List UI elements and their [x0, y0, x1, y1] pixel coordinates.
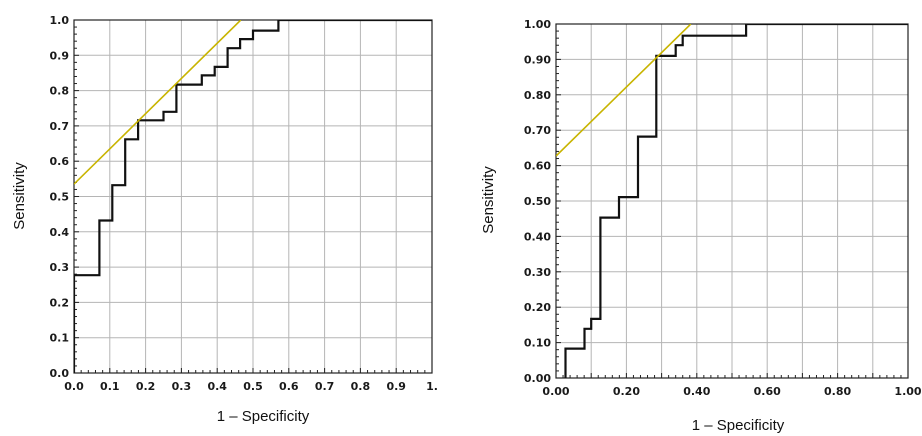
- y-axis-label: Sensitivity: [11, 162, 28, 230]
- roc-chart-2: 0.00 0.10 0.20 0.30 0.40 0.50 0.60 0.70 0.80 0.90…: [480, 18, 922, 434]
- x-tick-label: 0.4: [207, 380, 227, 393]
- x-axis-label: 1 – Specificity: [217, 408, 310, 425]
- y-tick-label: 0.90: [524, 53, 551, 66]
- y-tick-label: 0.60: [524, 160, 551, 173]
- x-tick-label: 0.80: [824, 385, 851, 398]
- x-tick-label: 0.9: [386, 380, 406, 393]
- reference-line: [556, 24, 692, 157]
- plot-frame: [555, 23, 909, 379]
- y-tick-label: 0.3: [50, 261, 70, 274]
- roc-curve: [74, 20, 432, 373]
- y-tick-label: 0.00: [524, 372, 551, 385]
- x-tick-label: 0.8: [351, 380, 371, 393]
- x-tick-label: 0.5: [243, 380, 263, 393]
- x-tick-label: 0.0: [64, 380, 84, 393]
- y-tick-label: 0.2: [50, 296, 70, 309]
- y-axis-label: Sensitivity: [480, 166, 497, 234]
- y-tick-label: 0.30: [524, 266, 551, 279]
- y-tick-label: 0.50: [524, 195, 551, 208]
- y-tick-label: 0.1: [50, 332, 70, 345]
- y-tick-label: 0.8: [50, 85, 70, 98]
- y-tick-label: 0.10: [524, 337, 551, 350]
- y-tick-label: 0.40: [524, 230, 551, 243]
- y-tick-label: 0.5: [50, 191, 70, 204]
- x-tick-label: 0.1: [100, 380, 120, 393]
- y-tick-label: 0.70: [524, 124, 551, 137]
- x-tick-label: 0.2: [136, 380, 156, 393]
- x-tick-label: 0.60: [754, 385, 781, 398]
- y-tick-label: 0.80: [524, 89, 551, 102]
- x-axis-label: 1 – Specificity: [692, 417, 785, 434]
- y-tick-label: 0.7: [50, 120, 70, 133]
- roc-chart-1: 0.0 0.1 0.2 0.3 0.4 0.5 0.6 0.7 0.8 0.9 1.0 0.0 0.1 0…: [11, 14, 438, 425]
- plot-frame: [73, 19, 433, 374]
- y-tick-label: 0.9: [50, 49, 70, 62]
- x-tick-label: 1.: [426, 380, 438, 393]
- x-tick-label: 0.3: [172, 380, 192, 393]
- y-tick-label: 0.6: [50, 155, 70, 168]
- y-tick-label: 0.0: [50, 367, 70, 380]
- y-tick-label: 1.00: [524, 18, 551, 31]
- reference-line: [74, 20, 242, 185]
- roc-curve: [564, 24, 908, 378]
- x-tick-label: 0.40: [683, 385, 710, 398]
- x-tick-label: 0.20: [613, 385, 640, 398]
- x-tick-label: 0.00: [542, 385, 569, 398]
- y-tick-label: 1.0: [50, 14, 70, 27]
- x-tick-label: 0.6: [279, 380, 299, 393]
- x-tick-label: 1.00: [894, 385, 921, 398]
- y-tick-label: 0.20: [524, 301, 551, 314]
- y-tick-label: 0.4: [50, 226, 70, 239]
- x-tick-label: 0.7: [315, 380, 335, 393]
